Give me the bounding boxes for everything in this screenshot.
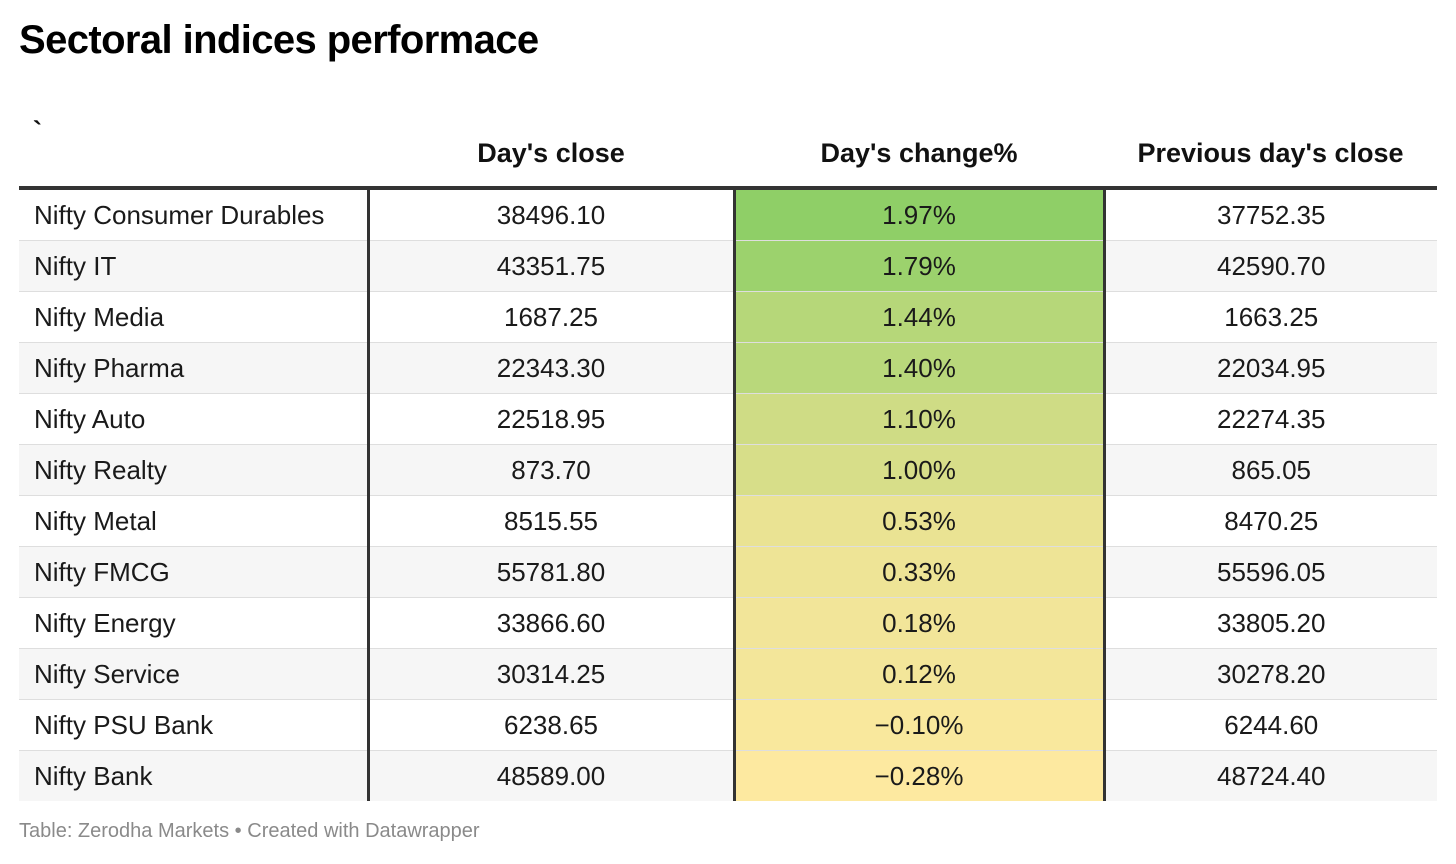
prev-close-cell: 865.05: [1104, 444, 1437, 496]
prev-close-cell: 48724.40: [1104, 750, 1437, 801]
sector-name-cell: Nifty Realty: [19, 444, 370, 496]
day-close-cell: 33866.60: [368, 597, 734, 649]
prev-close-cell: 55596.05: [1104, 546, 1437, 598]
day-change-cell: 0.18%: [732, 597, 1106, 649]
sector-name-cell: Nifty IT: [19, 240, 370, 292]
footer-source: Table: Zerodha Markets: [19, 820, 230, 842]
table-row: Nifty Media 1687.25 1.44% 1663.25: [19, 291, 1437, 343]
sector-name-cell: Nifty Consumer Durables: [19, 188, 370, 241]
day-change-cell: 1.97%: [732, 188, 1106, 241]
sector-name-cell: Nifty FMCG: [19, 546, 370, 598]
prev-close-cell: 6244.60: [1104, 699, 1437, 751]
column-header-change: Day's change%: [734, 98, 1104, 190]
day-close-cell: 873.70: [368, 444, 734, 496]
prev-close-cell: 22274.35: [1104, 393, 1437, 445]
day-close-cell: 22518.95: [368, 393, 734, 445]
day-close-cell: 55781.80: [368, 546, 734, 598]
prev-close-cell: 37752.35: [1104, 188, 1437, 241]
table-row: Nifty Energy 33866.60 0.18% 33805.20: [19, 597, 1437, 649]
footer-separator: •: [234, 820, 242, 842]
prev-close-cell: 1663.25: [1104, 291, 1437, 343]
day-change-cell: 1.10%: [732, 393, 1106, 445]
page-title: Sectoral indices performace: [19, 18, 539, 62]
footer-credit: Created with Datawrapper: [247, 820, 480, 842]
day-change-cell: 1.40%: [732, 342, 1106, 394]
table-row: Nifty Bank 48589.00 −0.28% 48724.40: [19, 750, 1437, 801]
day-close-cell: 48589.00: [368, 750, 734, 801]
day-close-cell: 1687.25: [368, 291, 734, 343]
day-change-cell: 1.79%: [732, 240, 1106, 292]
day-change-cell: 0.12%: [732, 648, 1106, 700]
prev-close-cell: 33805.20: [1104, 597, 1437, 649]
table-row: Nifty FMCG 55781.80 0.33% 55596.05: [19, 546, 1437, 598]
table-row: Nifty Auto 22518.95 1.10% 22274.35: [19, 393, 1437, 445]
day-close-cell: 30314.25: [368, 648, 734, 700]
sector-name-cell: Nifty Bank: [19, 750, 370, 801]
prev-close-cell: 42590.70: [1104, 240, 1437, 292]
day-change-cell: 1.00%: [732, 444, 1106, 496]
day-change-cell: 0.53%: [732, 495, 1106, 547]
day-change-cell: −0.28%: [732, 750, 1106, 801]
day-close-cell: 43351.75: [368, 240, 734, 292]
day-close-cell: 8515.55: [368, 495, 734, 547]
prev-close-cell: 30278.20: [1104, 648, 1437, 700]
table-body: Nifty Consumer Durables 38496.10 1.97% 3775…: [19, 188, 1437, 801]
sector-name-cell: Nifty Media: [19, 291, 370, 343]
table-row: Nifty IT 43351.75 1.79% 42590.70: [19, 240, 1437, 292]
sector-name-cell: Nifty PSU Bank: [19, 699, 370, 751]
column-header-close: Day's close: [368, 98, 734, 190]
sector-table: ` Day's close Day's change% Previous day…: [19, 98, 1437, 801]
column-header-name: `: [19, 98, 368, 190]
table-row: Nifty Consumer Durables 38496.10 1.97% 3775…: [19, 188, 1437, 241]
day-change-cell: 1.44%: [732, 291, 1106, 343]
column-header-prev-close: Previous day's close: [1104, 98, 1437, 190]
day-change-cell: 0.33%: [732, 546, 1106, 598]
sector-name-cell: Nifty Pharma: [19, 342, 370, 394]
prev-close-cell: 22034.95: [1104, 342, 1437, 394]
day-close-cell: 22343.30: [368, 342, 734, 394]
day-close-cell: 6238.65: [368, 699, 734, 751]
header-row: ` Day's close Day's change% Previous day…: [19, 98, 1437, 190]
table-row: Nifty Service 30314.25 0.12% 30278.20: [19, 648, 1437, 700]
sector-name-cell: Nifty Metal: [19, 495, 370, 547]
sector-name-cell: Nifty Auto: [19, 393, 370, 445]
table-row: Nifty PSU Bank 6238.65 −0.10% 6244.60: [19, 699, 1437, 751]
table-header: ` Day's close Day's change% Previous day…: [19, 98, 1437, 190]
sector-name-cell: Nifty Energy: [19, 597, 370, 649]
prev-close-cell: 8470.25: [1104, 495, 1437, 547]
footer: Table: Zerodha Markets • Created with Da…: [19, 820, 480, 843]
table-row: Nifty Realty 873.70 1.00% 865.05: [19, 444, 1437, 496]
sector-table-container: ` Day's close Day's change% Previous day…: [19, 98, 1437, 801]
table-row: Nifty Metal 8515.55 0.53% 8470.25: [19, 495, 1437, 547]
day-change-cell: −0.10%: [732, 699, 1106, 751]
sector-name-cell: Nifty Service: [19, 648, 370, 700]
day-close-cell: 38496.10: [368, 188, 734, 241]
table-row: Nifty Pharma 22343.30 1.40% 22034.95: [19, 342, 1437, 394]
